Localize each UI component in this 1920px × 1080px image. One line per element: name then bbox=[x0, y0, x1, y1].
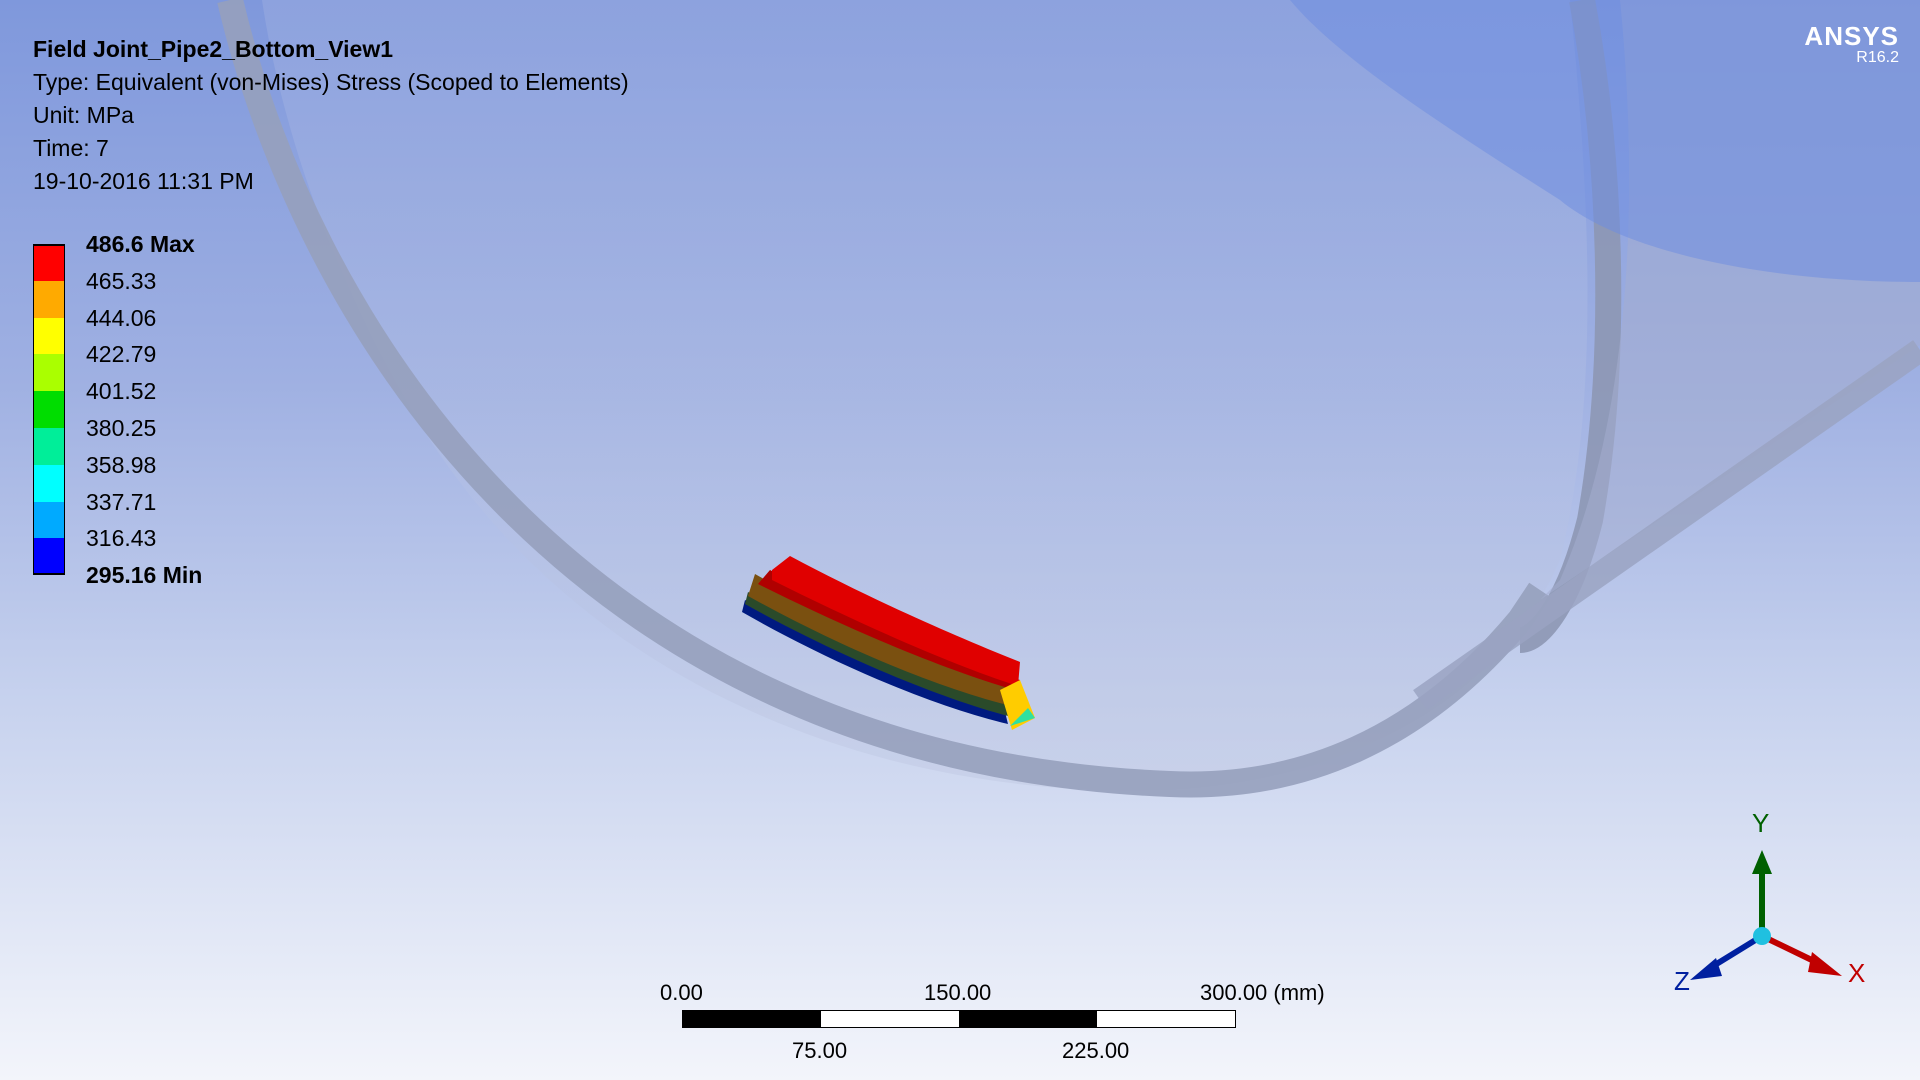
scale-bar bbox=[682, 1010, 1236, 1028]
logo-version: R16.2 bbox=[1856, 49, 1899, 66]
legend-label: 401.52 bbox=[86, 378, 157, 405]
field-joint-segment bbox=[742, 556, 1035, 730]
triad-x-label[interactable]: X bbox=[1848, 958, 1866, 988]
legend-swatch bbox=[33, 244, 65, 281]
result-time: Time: 7 bbox=[33, 135, 109, 161]
legend-swatch bbox=[33, 501, 65, 539]
scale-label-0: 0.00 bbox=[660, 980, 703, 1005]
legend-label: 465.33 bbox=[86, 267, 157, 294]
legend-swatch bbox=[33, 428, 65, 465]
legend-swatch bbox=[33, 538, 65, 576]
scale-label-75: 75.00 bbox=[792, 1038, 848, 1063]
result-timestamp: 19-10-2016 11:31 PM bbox=[33, 168, 254, 194]
legend-label: 444.06 bbox=[86, 304, 157, 331]
triad-z-label[interactable]: Z bbox=[1674, 966, 1690, 996]
result-type: Type: Equivalent (von-Mises) Stress (Sco… bbox=[33, 69, 629, 95]
result-unit: Unit: MPa bbox=[33, 102, 134, 128]
scale-label-225: 225.00 bbox=[1062, 1038, 1130, 1063]
pipe-wall-rim bbox=[217, 0, 1551, 798]
legend-swatch bbox=[33, 354, 65, 392]
pipe-top-region bbox=[1290, 0, 1920, 282]
scale-label-150: 150.00 bbox=[924, 980, 992, 1005]
scale-label-300: 300.00 (mm) bbox=[1200, 980, 1325, 1005]
legend-label: 337.71 bbox=[86, 488, 157, 515]
legend-label: 422.79 bbox=[86, 341, 157, 368]
legend-label: 295.16 Min bbox=[86, 562, 203, 589]
ansys-logo: ANSYS R16.2 bbox=[1804, 22, 1899, 66]
legend-swatch bbox=[33, 280, 65, 318]
legend-swatch bbox=[33, 464, 65, 502]
coordinate-triad bbox=[1690, 850, 1842, 980]
legend-label: 316.43 bbox=[86, 525, 157, 552]
legend-label: 380.25 bbox=[86, 415, 157, 441]
legend-label: 358.98 bbox=[86, 451, 157, 478]
legend-swatch bbox=[33, 317, 65, 355]
result-title: Field Joint_Pipe2_Bottom_View1 bbox=[33, 36, 394, 62]
triad-y-label[interactable]: Y bbox=[1752, 808, 1770, 838]
legend-swatch bbox=[33, 391, 65, 428]
logo-name: ANSYS bbox=[1804, 21, 1899, 51]
legend-label: 486.6 Max bbox=[86, 231, 195, 257]
pipe-outer-edge bbox=[1413, 340, 1920, 710]
